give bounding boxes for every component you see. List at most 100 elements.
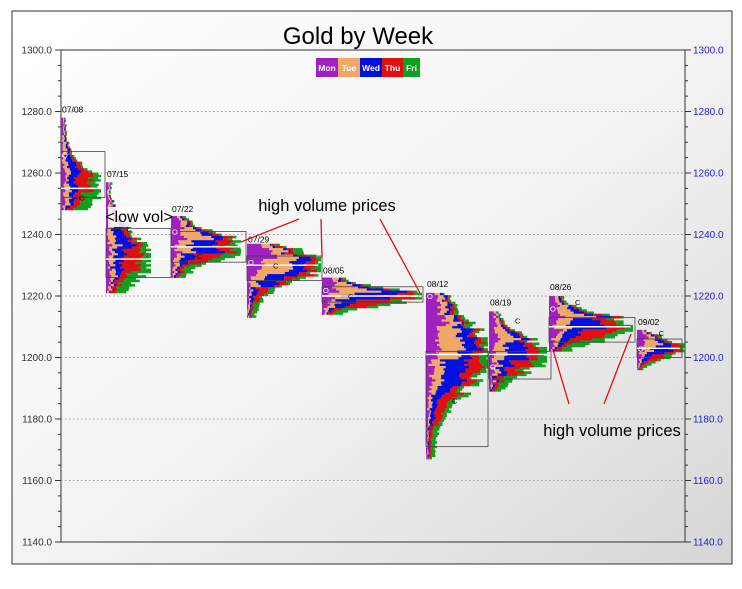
- profile-bar: [68, 194, 74, 198]
- profile-bar: [566, 329, 583, 332]
- profile-bar: [112, 204, 115, 207]
- profile-bar: [177, 268, 183, 272]
- profile-bar: [67, 141, 69, 145]
- profile-bar: [556, 307, 568, 310]
- profile-bar: [461, 317, 466, 320]
- profile-bar: [260, 284, 275, 288]
- profile-bar: [489, 366, 492, 370]
- profile-bar: [428, 390, 437, 393]
- profile-bar: [171, 270, 175, 274]
- profile-bar: [332, 277, 339, 281]
- profile-bar: [538, 351, 547, 354]
- profile-bar: [433, 419, 441, 422]
- profile-bar: [434, 370, 445, 373]
- profile-bar: [110, 202, 111, 205]
- profile-bar: [465, 370, 481, 373]
- profile-bar: [497, 335, 514, 339]
- profile-bar: [107, 290, 110, 294]
- profile-bar: [307, 269, 318, 273]
- profile-bar: [426, 306, 438, 309]
- profile-bar: [74, 176, 89, 180]
- profile-bar: [563, 329, 567, 332]
- profile-bar: [237, 251, 241, 254]
- profile-bar: [561, 344, 568, 348]
- right-tick-label: 1220.0: [693, 292, 724, 303]
- profile-bar: [130, 235, 133, 238]
- profile-bar: [441, 304, 448, 307]
- profile-bar: [507, 371, 525, 374]
- profile-bar: [251, 304, 254, 308]
- profile-bar: [428, 414, 430, 418]
- profile-bar: [78, 190, 94, 193]
- profile-bar: [460, 328, 474, 331]
- profile-bar: [438, 337, 463, 340]
- profile-bar: [130, 233, 131, 236]
- profile-bar: [443, 368, 467, 371]
- profile-bar: [637, 345, 644, 348]
- profile-bar: [250, 315, 253, 318]
- profile-bar: [211, 235, 223, 239]
- profile-bar: [184, 266, 196, 270]
- profile-bar: [570, 320, 601, 323]
- profile-bar: [106, 259, 109, 263]
- profile-bar: [495, 320, 500, 323]
- profile-bar: [179, 262, 189, 265]
- profile-bar: [268, 289, 275, 292]
- legend-label-wed: Wed: [362, 63, 380, 73]
- profile-bar: [345, 279, 349, 283]
- profile-bar: [432, 421, 439, 424]
- profile-bar: [605, 333, 618, 337]
- open-marker: O: [490, 363, 496, 372]
- profile-bar: [469, 377, 472, 380]
- week-label: 08/12: [427, 279, 449, 289]
- profile-bar: [73, 201, 81, 204]
- profile-bar: [431, 410, 435, 413]
- profile-bar: [494, 344, 503, 348]
- legend-swatch-mon: [316, 58, 338, 77]
- profile-bar: [562, 333, 582, 337]
- profile-bar: [637, 332, 643, 335]
- value-area-box: [60, 151, 106, 199]
- profile-bar: [122, 264, 142, 267]
- profile-bar: [449, 321, 462, 325]
- profile-bar: [61, 161, 63, 165]
- profile-bar: [426, 410, 430, 413]
- profile-bar: [427, 456, 429, 460]
- profile-bar: [316, 256, 321, 260]
- profile-bar: [471, 330, 475, 334]
- profile-bar: [119, 261, 136, 265]
- profile-bar: [489, 389, 490, 392]
- close-marker: C: [126, 224, 132, 233]
- profile-bar: [428, 403, 432, 407]
- profile-bar: [432, 383, 442, 387]
- profile-bar: [494, 329, 506, 332]
- profile-bar: [250, 297, 255, 301]
- profile-bar: [415, 297, 422, 300]
- profile-bar: [461, 383, 471, 387]
- profile-bar: [185, 224, 189, 228]
- profile-bar: [429, 427, 434, 431]
- profile-bar: [442, 299, 445, 303]
- profile-bar: [517, 373, 527, 377]
- profile-bar: [250, 282, 259, 286]
- profile-bar: [74, 159, 78, 162]
- profile-bar: [474, 334, 478, 338]
- profile-bar: [433, 412, 442, 416]
- profile-bar: [107, 204, 113, 207]
- profile-bar: [407, 290, 413, 294]
- profile-bar: [559, 340, 569, 343]
- profile-bar: [489, 369, 495, 372]
- profile-bar: [426, 315, 445, 318]
- profile-bar: [560, 313, 585, 317]
- profile-bar: [94, 187, 101, 191]
- profile-bar: [490, 389, 493, 392]
- profile-bar: [426, 383, 433, 387]
- profile-bar: [447, 405, 452, 409]
- profile-bar: [549, 333, 558, 337]
- profile-bar: [501, 322, 504, 326]
- profile-bar: [112, 288, 114, 292]
- profile-bar: [247, 300, 250, 303]
- profile-bar: [482, 363, 488, 367]
- profile-bar: [554, 346, 558, 350]
- profile-bar: [106, 233, 113, 236]
